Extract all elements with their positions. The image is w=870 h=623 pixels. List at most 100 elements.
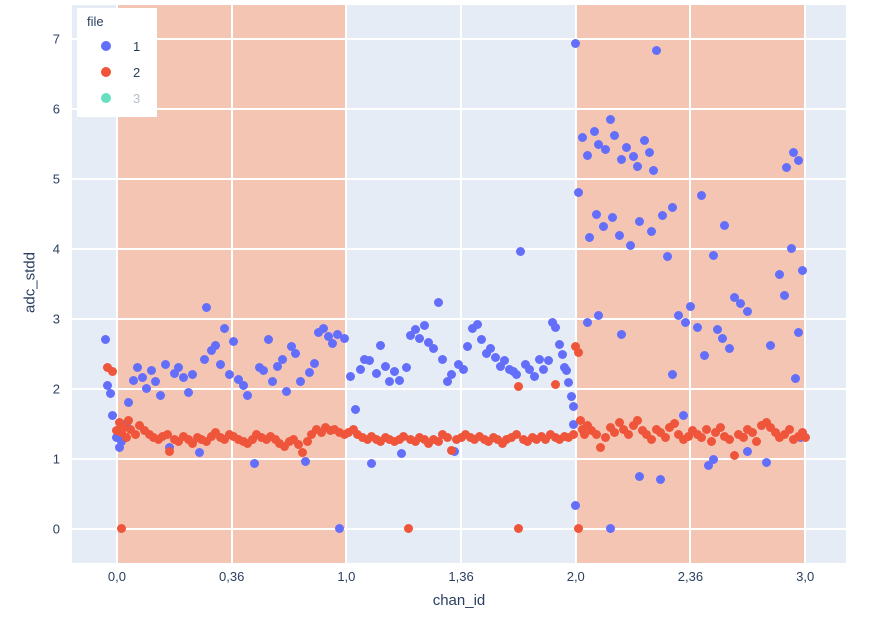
data-point-series-1[interactable]	[169, 369, 179, 379]
data-point-series-1[interactable]	[332, 329, 342, 339]
data-point-series-1[interactable]	[188, 370, 198, 380]
data-point-series-2[interactable]	[573, 348, 583, 358]
data-point-series-1[interactable]	[250, 458, 260, 468]
data-point-series-2[interactable]	[284, 436, 294, 446]
data-point-series-2[interactable]	[711, 427, 721, 437]
data-point-series-1[interactable]	[334, 524, 344, 534]
data-point-series-2[interactable]	[596, 443, 606, 453]
data-point-series-2[interactable]	[669, 419, 679, 429]
data-point-series-2[interactable]	[238, 436, 248, 446]
data-point-series-2[interactable]	[724, 434, 734, 444]
data-point-series-1[interactable]	[472, 320, 482, 330]
data-point-series-1[interactable]	[183, 387, 193, 397]
data-point-series-1[interactable]	[309, 359, 319, 369]
data-point-series-1[interactable]	[114, 443, 124, 453]
data-point-series-1[interactable]	[103, 380, 113, 390]
data-point-series-2[interactable]	[348, 425, 358, 435]
data-point-series-2[interactable]	[206, 432, 216, 442]
data-point-series-2[interactable]	[559, 432, 569, 442]
data-point-series-2[interactable]	[279, 441, 289, 451]
data-point-series-2[interactable]	[178, 432, 188, 442]
data-point-series-1[interactable]	[371, 369, 381, 379]
data-point-series-2[interactable]	[371, 434, 381, 444]
data-point-series-2[interactable]	[289, 434, 299, 444]
data-point-series-1[interactable]	[396, 448, 406, 458]
data-point-series-2[interactable]	[523, 436, 533, 446]
data-point-series-1[interactable]	[323, 331, 333, 341]
data-point-series-2[interactable]	[275, 439, 285, 449]
data-point-series-2[interactable]	[321, 422, 331, 432]
data-point-series-2[interactable]	[747, 427, 757, 437]
data-point-series-2[interactable]	[197, 434, 207, 444]
data-point-series-1[interactable]	[268, 377, 278, 387]
data-point-series-2[interactable]	[474, 432, 484, 442]
data-point-series-1[interactable]	[504, 364, 514, 374]
data-point-series-1[interactable]	[697, 191, 707, 201]
data-point-series-1[interactable]	[548, 317, 558, 327]
data-point-series-1[interactable]	[142, 384, 152, 394]
data-point-series-2[interactable]	[174, 436, 184, 446]
data-point-series-2[interactable]	[784, 425, 794, 435]
data-point-series-2[interactable]	[169, 434, 179, 444]
data-point-series-1[interactable]	[112, 433, 122, 443]
data-point-series-2[interactable]	[702, 425, 712, 435]
data-point-series-1[interactable]	[105, 389, 115, 399]
data-point-series-1[interactable]	[291, 349, 301, 359]
data-point-series-1[interactable]	[617, 329, 627, 339]
data-point-series-1[interactable]	[674, 310, 684, 320]
data-point-series-1[interactable]	[614, 230, 624, 240]
data-point-series-1[interactable]	[601, 145, 611, 155]
data-point-series-2[interactable]	[419, 434, 429, 444]
data-point-series-1[interactable]	[286, 342, 296, 352]
data-point-series-1[interactable]	[220, 324, 230, 334]
data-point-series-1[interactable]	[555, 339, 565, 349]
data-point-series-2[interactable]	[651, 425, 661, 435]
data-point-series-2[interactable]	[720, 432, 730, 442]
data-point-series-2[interactable]	[126, 425, 136, 435]
data-point-series-2[interactable]	[334, 427, 344, 437]
data-point-series-2[interactable]	[165, 447, 175, 457]
data-point-series-2[interactable]	[270, 434, 280, 444]
data-point-series-2[interactable]	[614, 418, 624, 428]
data-point-series-2[interactable]	[479, 434, 489, 444]
data-point-series-2[interactable]	[394, 434, 404, 444]
data-point-series-2[interactable]	[575, 415, 585, 425]
data-point-series-1[interactable]	[571, 39, 581, 49]
data-point-series-2[interactable]	[390, 436, 400, 446]
data-point-series-2[interactable]	[107, 366, 117, 376]
data-point-series-2[interactable]	[362, 434, 372, 444]
data-point-series-2[interactable]	[587, 426, 597, 436]
data-point-series-1[interactable]	[156, 391, 166, 401]
data-point-series-2[interactable]	[497, 439, 507, 449]
data-point-series-1[interactable]	[215, 359, 225, 369]
data-point-series-2[interactable]	[403, 524, 413, 534]
data-point-series-2[interactable]	[734, 429, 744, 439]
data-point-series-2[interactable]	[642, 429, 652, 439]
data-point-series-1[interactable]	[433, 297, 443, 307]
data-point-series-1[interactable]	[562, 365, 572, 375]
data-point-series-2[interactable]	[451, 434, 461, 444]
data-point-series-2[interactable]	[568, 429, 578, 439]
data-point-series-2[interactable]	[752, 436, 762, 446]
data-point-series-1[interactable]	[401, 363, 411, 373]
data-point-series-1[interactable]	[128, 376, 138, 386]
data-point-series-2[interactable]	[757, 420, 767, 430]
data-point-series-1[interactable]	[282, 387, 292, 397]
data-point-series-2[interactable]	[447, 446, 457, 456]
data-point-series-2[interactable]	[266, 432, 276, 442]
data-point-series-2[interactable]	[789, 434, 799, 444]
data-point-series-2[interactable]	[461, 429, 471, 439]
legend-item-file-2[interactable]: 2	[77, 59, 157, 85]
data-point-series-1[interactable]	[385, 377, 395, 387]
data-point-series-2[interactable]	[646, 434, 656, 444]
data-point-series-1[interactable]	[564, 378, 574, 388]
data-point-series-1[interactable]	[117, 436, 127, 446]
data-point-series-1[interactable]	[566, 392, 576, 402]
data-point-series-1[interactable]	[789, 147, 799, 157]
data-point-series-1[interactable]	[761, 457, 771, 467]
data-point-series-1[interactable]	[438, 355, 448, 365]
data-point-series-1[interactable]	[364, 356, 374, 366]
data-point-series-2[interactable]	[798, 427, 808, 437]
data-point-series-1[interactable]	[582, 151, 592, 161]
data-point-series-2[interactable]	[144, 429, 154, 439]
